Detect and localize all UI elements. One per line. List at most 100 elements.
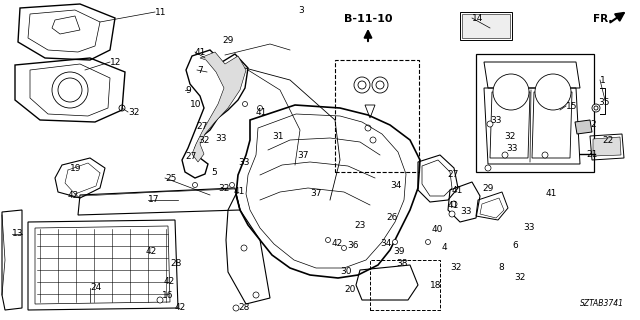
Text: 29: 29 bbox=[482, 183, 493, 193]
Circle shape bbox=[542, 152, 548, 158]
Text: 42: 42 bbox=[68, 191, 79, 201]
Text: 14: 14 bbox=[472, 13, 483, 22]
Text: 31: 31 bbox=[272, 132, 284, 140]
Polygon shape bbox=[192, 52, 246, 162]
Text: 27: 27 bbox=[196, 122, 207, 131]
Bar bbox=[476, 54, 594, 172]
Circle shape bbox=[365, 125, 371, 131]
Text: 34: 34 bbox=[390, 180, 401, 189]
Text: 32: 32 bbox=[128, 108, 140, 116]
Circle shape bbox=[326, 237, 330, 243]
Text: 4: 4 bbox=[442, 244, 447, 252]
Text: 2: 2 bbox=[590, 119, 596, 129]
Text: 42: 42 bbox=[332, 239, 343, 249]
Text: 7: 7 bbox=[197, 66, 203, 75]
Text: 1: 1 bbox=[600, 76, 605, 84]
Circle shape bbox=[253, 292, 259, 298]
Circle shape bbox=[592, 104, 600, 112]
Circle shape bbox=[193, 182, 198, 188]
Text: 5: 5 bbox=[211, 167, 217, 177]
Text: 26: 26 bbox=[386, 213, 397, 222]
Text: 33: 33 bbox=[506, 143, 518, 153]
Text: 33: 33 bbox=[490, 116, 502, 124]
Text: 19: 19 bbox=[70, 164, 81, 172]
Text: 40: 40 bbox=[432, 226, 444, 235]
Text: 42: 42 bbox=[146, 247, 157, 257]
Circle shape bbox=[493, 74, 529, 110]
Circle shape bbox=[449, 211, 455, 217]
Text: 41: 41 bbox=[256, 108, 268, 116]
Text: 32: 32 bbox=[198, 135, 209, 145]
Bar bbox=[460, 12, 512, 40]
Text: 39: 39 bbox=[393, 247, 404, 257]
Circle shape bbox=[376, 81, 384, 89]
Text: 30: 30 bbox=[340, 268, 351, 276]
Text: 38: 38 bbox=[396, 260, 408, 268]
Text: 32: 32 bbox=[218, 183, 229, 193]
Text: 21: 21 bbox=[586, 149, 597, 158]
Text: 41: 41 bbox=[452, 186, 463, 195]
Polygon shape bbox=[462, 14, 510, 38]
Circle shape bbox=[230, 182, 234, 188]
Circle shape bbox=[594, 106, 598, 110]
Text: 15: 15 bbox=[566, 101, 577, 110]
Text: 32: 32 bbox=[514, 274, 525, 283]
Text: 23: 23 bbox=[354, 220, 365, 229]
Circle shape bbox=[487, 121, 493, 127]
Text: 9: 9 bbox=[185, 85, 191, 94]
Text: 29: 29 bbox=[222, 36, 234, 44]
Circle shape bbox=[257, 106, 262, 110]
Text: 8: 8 bbox=[498, 263, 504, 273]
Circle shape bbox=[426, 239, 431, 244]
Circle shape bbox=[392, 239, 397, 244]
Text: 32: 32 bbox=[450, 263, 461, 273]
Text: 17: 17 bbox=[148, 196, 159, 204]
Text: 11: 11 bbox=[155, 7, 166, 17]
Circle shape bbox=[233, 305, 239, 311]
Text: 28: 28 bbox=[238, 303, 250, 313]
Text: 18: 18 bbox=[430, 282, 442, 291]
Text: 33: 33 bbox=[215, 133, 227, 142]
Text: 27: 27 bbox=[447, 170, 458, 179]
Text: 3: 3 bbox=[298, 5, 304, 14]
Text: 33: 33 bbox=[523, 223, 534, 233]
Text: FR.: FR. bbox=[593, 14, 612, 24]
Circle shape bbox=[243, 101, 248, 107]
Text: 25: 25 bbox=[165, 173, 177, 182]
Bar bbox=[335, 60, 419, 172]
Circle shape bbox=[451, 201, 457, 207]
Text: 20: 20 bbox=[344, 285, 355, 294]
Text: 27: 27 bbox=[185, 151, 196, 161]
Text: 6: 6 bbox=[512, 242, 518, 251]
Text: 32: 32 bbox=[504, 132, 515, 140]
Text: 36: 36 bbox=[347, 242, 358, 251]
Bar bbox=[370, 260, 440, 310]
Text: 37: 37 bbox=[310, 189, 321, 198]
Circle shape bbox=[241, 245, 247, 251]
Text: 24: 24 bbox=[90, 284, 101, 292]
Polygon shape bbox=[593, 137, 621, 156]
Circle shape bbox=[535, 74, 571, 110]
Text: 34: 34 bbox=[380, 239, 392, 249]
Text: 42: 42 bbox=[164, 277, 175, 286]
Text: 16: 16 bbox=[162, 292, 173, 300]
Text: 37: 37 bbox=[297, 150, 308, 159]
Circle shape bbox=[502, 152, 508, 158]
Circle shape bbox=[485, 165, 491, 171]
Text: 13: 13 bbox=[12, 229, 24, 238]
Text: 33: 33 bbox=[238, 157, 250, 166]
Circle shape bbox=[372, 77, 388, 93]
Text: 41: 41 bbox=[195, 47, 206, 57]
Text: 41: 41 bbox=[448, 202, 460, 211]
Circle shape bbox=[358, 81, 366, 89]
Text: 22: 22 bbox=[602, 135, 613, 145]
Circle shape bbox=[342, 245, 346, 251]
Text: 28: 28 bbox=[170, 260, 181, 268]
Text: 41: 41 bbox=[234, 188, 245, 196]
Text: 33: 33 bbox=[460, 207, 472, 217]
Text: 41: 41 bbox=[546, 189, 557, 198]
Text: 10: 10 bbox=[190, 100, 202, 108]
Text: B-11-10: B-11-10 bbox=[344, 14, 392, 24]
Circle shape bbox=[354, 77, 370, 93]
Text: 12: 12 bbox=[110, 58, 122, 67]
